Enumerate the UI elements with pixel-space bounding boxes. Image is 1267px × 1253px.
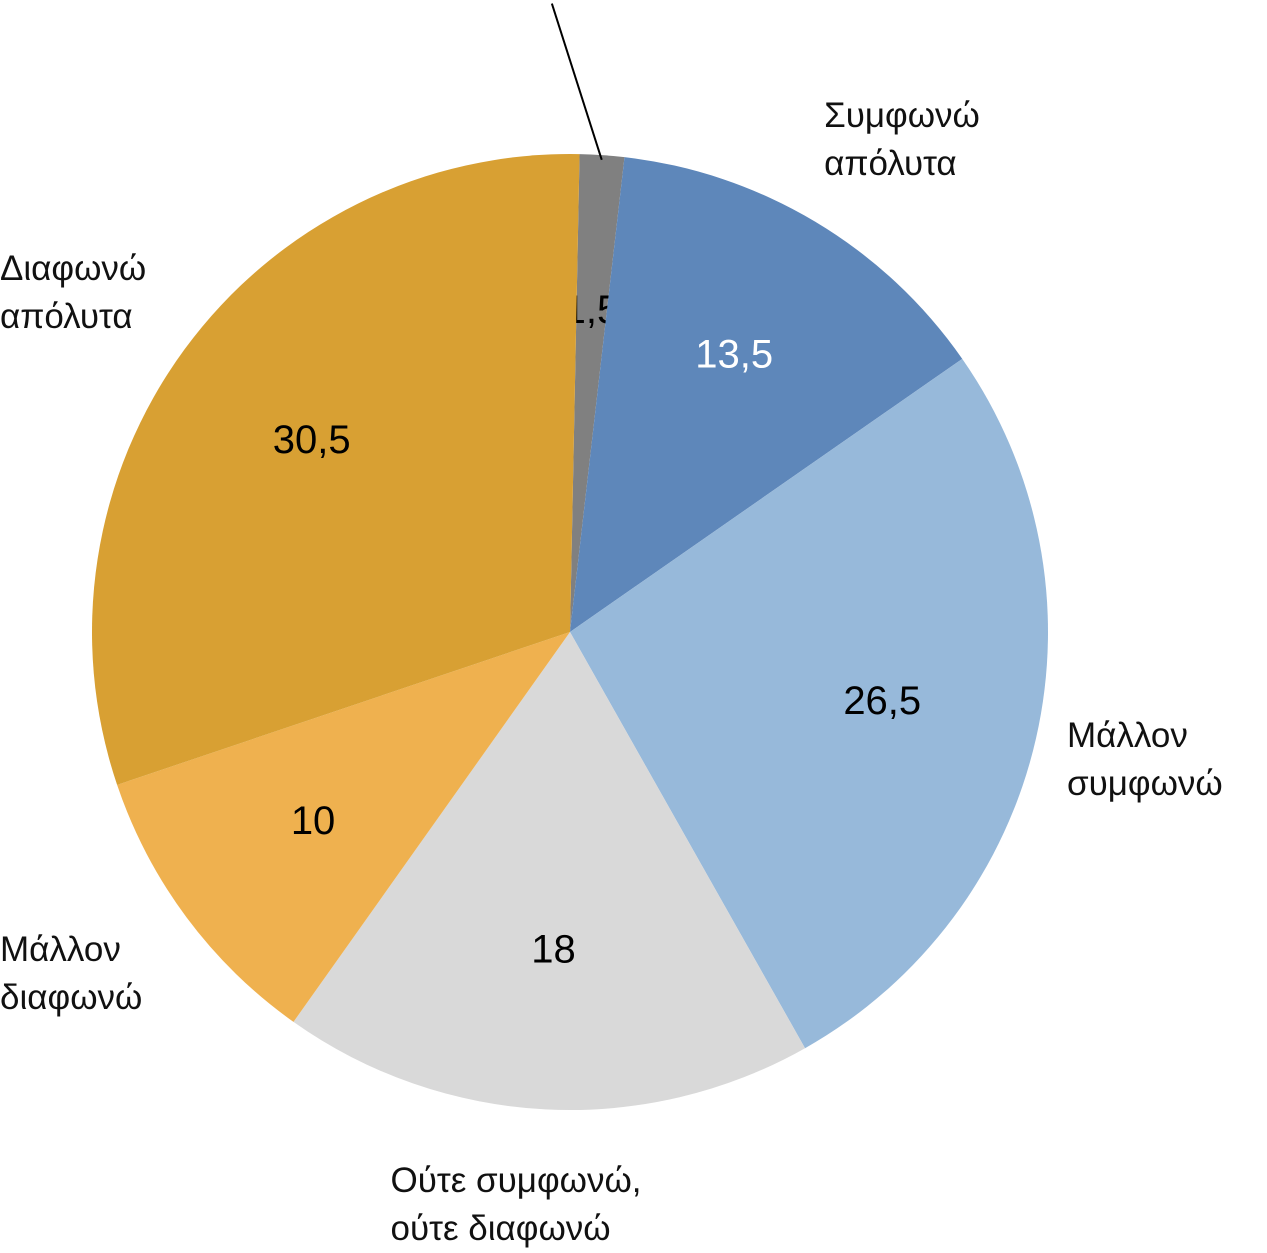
pie-slice: [570, 157, 963, 633]
leader-line: [550, 3, 603, 161]
pie-slice: [91, 153, 580, 785]
value-label: 30,5: [273, 418, 351, 462]
pie-slice: [117, 632, 571, 1022]
pie-slice: [570, 154, 625, 633]
pie-slice: [570, 358, 1048, 1049]
category-label: Συμφωνώ απόλυτα: [824, 95, 980, 183]
value-label: 13,5: [695, 333, 773, 377]
pie-slice: [293, 632, 806, 1110]
value-label: 18: [531, 927, 576, 971]
value-label: 26,5: [843, 679, 921, 723]
category-label: Μάλλον διαφωνώ: [0, 930, 143, 1018]
value-label: 10: [291, 799, 336, 843]
category-label: Ούτε συμφωνώ, ούτε διαφωνώ: [390, 1160, 642, 1248]
category-label: Μάλλον συμφωνώ: [1067, 715, 1223, 803]
category-label: Διαφωνώ απόλυτα: [0, 248, 147, 336]
